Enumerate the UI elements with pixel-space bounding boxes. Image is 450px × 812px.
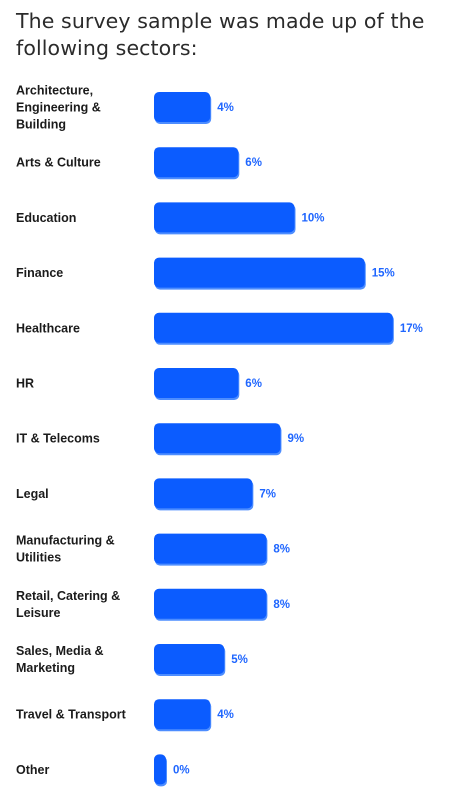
category-label: Travel & Transport [16,708,127,722]
page-title: The survey sample was made up of the fol… [16,9,425,60]
category-label-line: Utilities [16,551,61,565]
bar [154,644,225,674]
bar-row: 8% Manufacturing & Utilities [16,533,290,566]
category-label: Legal [16,487,49,501]
category-label-line: Building [16,118,66,132]
value-label: 6% [245,157,262,169]
value-label: 8% [273,544,290,556]
value-label: 15% [372,268,395,280]
category-label: Sales, Media & Marketing [16,644,104,675]
bar-row: 4% Architecture, Engineering & Building [16,84,234,132]
category-label: Healthcare [16,321,80,335]
category-label-line: Education [16,211,76,225]
value-label: 17% [400,323,423,335]
bar [154,754,166,785]
category-label-line: Sales, Media & [16,644,104,658]
category-label: Other [16,763,49,777]
category-label-line: Engineering & [16,101,101,115]
bar-row: 17% Healthcare [16,312,423,345]
category-label-line: Arts & Culture [16,156,101,170]
bar [154,368,239,398]
value-label: 6% [245,378,262,390]
bar [154,257,365,288]
bar [154,699,211,730]
category-label: Finance [16,266,63,280]
bar [154,478,253,509]
category-label-line: Travel & Transport [16,708,127,722]
category-label: IT & Telecoms [16,432,100,446]
category-label-line: Legal [16,487,49,501]
bar-row: 15% Finance [16,257,395,290]
bar [154,588,267,619]
bar-row: 10% Education [16,202,325,235]
bar [154,312,393,343]
bar-row: 6% HR [16,368,262,400]
value-label: 4% [217,709,234,721]
bar [154,92,211,122]
bar-row: 5% Sales, Media & Marketing [16,644,248,676]
value-label: 9% [287,433,304,445]
value-label: 7% [259,488,276,500]
category-label-line: IT & Telecoms [16,432,100,446]
category-label-line: Healthcare [16,321,80,335]
value-label: 4% [217,102,234,114]
category-label-line: Architecture, [16,84,93,98]
category-label-line: Finance [16,266,63,280]
category-label: Architecture, Engineering & Building [16,84,101,132]
category-label: Manufacturing & Utilities [16,534,115,565]
bar-row: 6% Arts & Culture [16,147,262,180]
bar-row: 9% IT & Telecoms [16,423,304,456]
category-label-line: Marketing [16,661,75,675]
category-label-line: Leisure [16,606,61,620]
category-label: HR [16,377,34,391]
category-label: Retail, Catering & Leisure [16,589,120,620]
bar [154,202,295,233]
bar-row: 8% Retail, Catering & Leisure [16,588,290,621]
bar [154,423,281,454]
bar-row: 4% Travel & Transport [16,699,234,732]
value-label: 10% [302,212,325,224]
category-label-line: Manufacturing & [16,534,115,548]
category-label-line: Other [16,763,49,777]
category-label: Education [16,211,76,225]
category-label-line: Retail, Catering & [16,589,120,603]
value-label: 0% [173,764,190,776]
bar [154,147,239,178]
bar [154,533,267,564]
category-label-line: HR [16,377,34,391]
bar-row: 7% Legal [16,478,276,511]
bar-row: 0% Other [16,754,190,787]
value-label: 5% [231,654,248,666]
value-label: 8% [273,599,290,611]
category-label: Arts & Culture [16,156,101,170]
